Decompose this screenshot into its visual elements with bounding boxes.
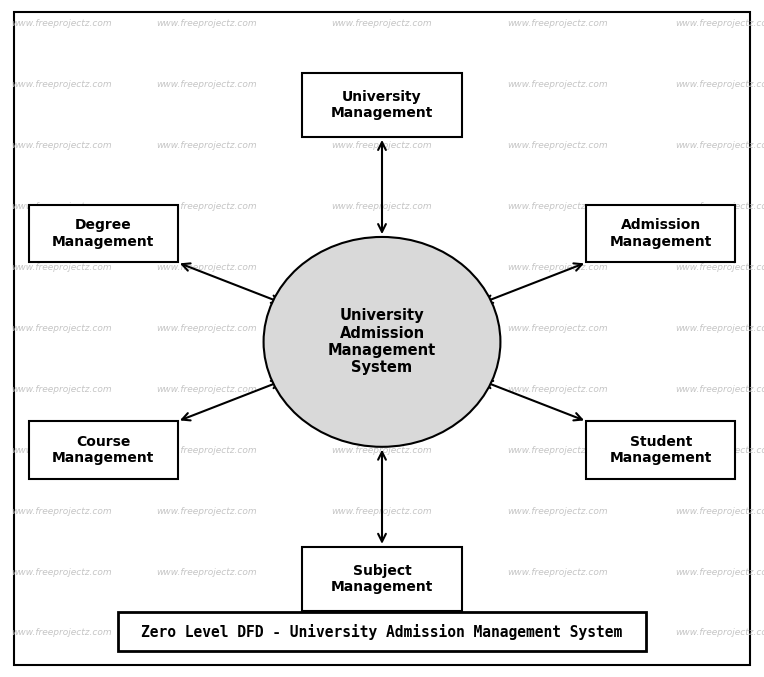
Text: www.freeprojectz.com: www.freeprojectz.com: [332, 506, 432, 516]
Text: www.freeprojectz.com: www.freeprojectz.com: [332, 19, 432, 28]
Text: www.freeprojectz.com: www.freeprojectz.com: [507, 80, 608, 89]
Bar: [302, 547, 462, 611]
Text: www.freeprojectz.com: www.freeprojectz.com: [332, 202, 432, 211]
Text: www.freeprojectz.com: www.freeprojectz.com: [156, 567, 257, 577]
Text: www.freeprojectz.com: www.freeprojectz.com: [507, 445, 608, 455]
Text: www.freeprojectz.com: www.freeprojectz.com: [507, 202, 608, 211]
Text: www.freeprojectz.com: www.freeprojectz.com: [156, 19, 257, 28]
Text: www.freeprojectz.com: www.freeprojectz.com: [11, 324, 112, 333]
Text: www.freeprojectz.com: www.freeprojectz.com: [675, 324, 764, 333]
Text: www.freeprojectz.com: www.freeprojectz.com: [11, 202, 112, 211]
Text: www.freeprojectz.com: www.freeprojectz.com: [675, 202, 764, 211]
Text: Course
Management: Course Management: [52, 435, 154, 465]
Text: www.freeprojectz.com: www.freeprojectz.com: [156, 263, 257, 272]
Text: www.freeprojectz.com: www.freeprojectz.com: [156, 445, 257, 455]
Text: www.freeprojectz.com: www.freeprojectz.com: [332, 385, 432, 394]
Text: www.freeprojectz.com: www.freeprojectz.com: [11, 19, 112, 28]
Text: www.freeprojectz.com: www.freeprojectz.com: [156, 385, 257, 394]
Text: Zero Level DFD - University Admission Management System: Zero Level DFD - University Admission Ma…: [141, 624, 623, 640]
Text: University
Admission
Management
System: University Admission Management System: [328, 308, 436, 376]
Text: www.freeprojectz.com: www.freeprojectz.com: [156, 628, 257, 638]
Text: www.freeprojectz.com: www.freeprojectz.com: [675, 385, 764, 394]
Text: www.freeprojectz.com: www.freeprojectz.com: [11, 506, 112, 516]
Circle shape: [264, 237, 500, 447]
Text: www.freeprojectz.com: www.freeprojectz.com: [332, 628, 432, 638]
Text: www.freeprojectz.com: www.freeprojectz.com: [332, 263, 432, 272]
Text: Student
Management: Student Management: [610, 435, 712, 465]
Text: www.freeprojectz.com: www.freeprojectz.com: [11, 628, 112, 638]
Text: www.freeprojectz.com: www.freeprojectz.com: [675, 263, 764, 272]
Text: www.freeprojectz.com: www.freeprojectz.com: [11, 385, 112, 394]
Text: Subject
Management: Subject Management: [331, 564, 433, 594]
Bar: [587, 204, 735, 262]
Text: www.freeprojectz.com: www.freeprojectz.com: [675, 506, 764, 516]
Text: www.freeprojectz.com: www.freeprojectz.com: [507, 19, 608, 28]
Text: www.freeprojectz.com: www.freeprojectz.com: [507, 263, 608, 272]
Text: www.freeprojectz.com: www.freeprojectz.com: [675, 445, 764, 455]
Text: www.freeprojectz.com: www.freeprojectz.com: [11, 263, 112, 272]
Bar: [118, 612, 646, 651]
Text: www.freeprojectz.com: www.freeprojectz.com: [332, 445, 432, 455]
Bar: [587, 421, 735, 479]
Text: www.freeprojectz.com: www.freeprojectz.com: [11, 80, 112, 89]
Text: www.freeprojectz.com: www.freeprojectz.com: [675, 19, 764, 28]
Text: www.freeprojectz.com: www.freeprojectz.com: [507, 506, 608, 516]
Text: www.freeprojectz.com: www.freeprojectz.com: [156, 141, 257, 150]
Text: University
Management: University Management: [331, 90, 433, 120]
Bar: [29, 421, 178, 479]
Text: www.freeprojectz.com: www.freeprojectz.com: [675, 567, 764, 577]
Text: www.freeprojectz.com: www.freeprojectz.com: [332, 324, 432, 333]
Text: www.freeprojectz.com: www.freeprojectz.com: [156, 202, 257, 211]
Text: www.freeprojectz.com: www.freeprojectz.com: [332, 567, 432, 577]
Text: www.freeprojectz.com: www.freeprojectz.com: [675, 80, 764, 89]
Text: www.freeprojectz.com: www.freeprojectz.com: [675, 141, 764, 150]
Text: www.freeprojectz.com: www.freeprojectz.com: [156, 324, 257, 333]
Text: www.freeprojectz.com: www.freeprojectz.com: [507, 385, 608, 394]
Text: www.freeprojectz.com: www.freeprojectz.com: [11, 141, 112, 150]
Text: www.freeprojectz.com: www.freeprojectz.com: [507, 324, 608, 333]
Text: www.freeprojectz.com: www.freeprojectz.com: [332, 141, 432, 150]
Text: www.freeprojectz.com: www.freeprojectz.com: [156, 80, 257, 89]
Text: www.freeprojectz.com: www.freeprojectz.com: [156, 506, 257, 516]
Text: www.freeprojectz.com: www.freeprojectz.com: [11, 445, 112, 455]
Text: Degree
Management: Degree Management: [52, 219, 154, 248]
Bar: [302, 73, 462, 137]
Bar: [29, 204, 178, 262]
Text: www.freeprojectz.com: www.freeprojectz.com: [11, 567, 112, 577]
Text: Admission
Management: Admission Management: [610, 219, 712, 248]
Text: www.freeprojectz.com: www.freeprojectz.com: [507, 628, 608, 638]
Text: www.freeprojectz.com: www.freeprojectz.com: [507, 567, 608, 577]
Text: www.freeprojectz.com: www.freeprojectz.com: [675, 628, 764, 638]
Text: www.freeprojectz.com: www.freeprojectz.com: [332, 80, 432, 89]
Text: www.freeprojectz.com: www.freeprojectz.com: [507, 141, 608, 150]
